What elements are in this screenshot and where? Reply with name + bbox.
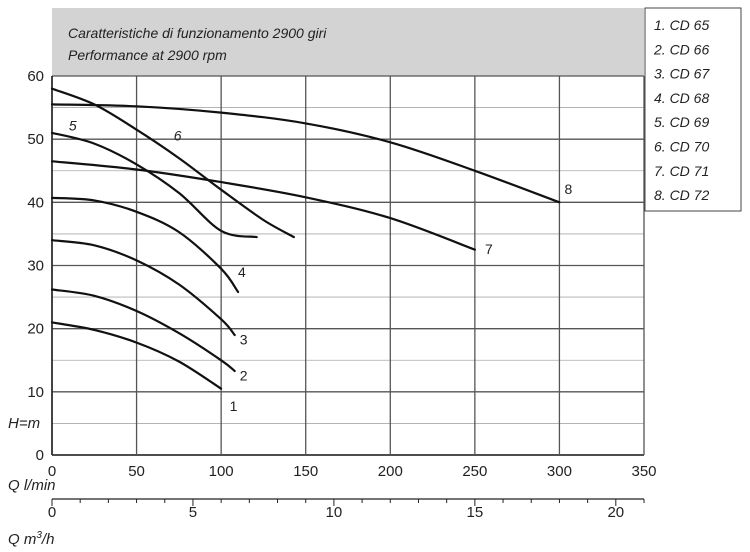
pump-curves [50, 87, 561, 390]
x-tick-label: 50 [128, 463, 145, 480]
curve-label-3: 3 [240, 331, 248, 347]
curve-cd-7 [50, 160, 476, 251]
x2-tick-label: 15 [467, 504, 484, 521]
chart-title: Caratteristiche di funzionamento 2900 gi… [68, 25, 327, 41]
x-tick-label: 0 [48, 463, 56, 480]
legend-entry: 2. CD 66 [653, 41, 709, 57]
vertical-gridlines [51, 76, 645, 455]
legend-entry: 3. CD 67 [654, 66, 710, 82]
x-tick-label: 350 [631, 463, 656, 480]
secondary-x-axis: 0 5 10 15 20 [48, 498, 645, 521]
legend-entry: 1. CD 65 [654, 17, 709, 33]
curve-label-7: 7 [485, 241, 493, 257]
y-tick-label: 30 [27, 258, 44, 275]
legend-entry: 6. CD 70 [654, 139, 709, 155]
curve-cd-6 [50, 87, 295, 239]
y-tick-label: 10 [27, 384, 44, 401]
x-tick-label: 300 [547, 463, 572, 480]
x2-tick-label: 0 [48, 504, 56, 521]
x2-axis-title: Q m3/h [8, 530, 54, 548]
y-tick-label: 20 [27, 321, 44, 338]
y-axis-title: H=m [8, 415, 40, 432]
curve-labels: 12 3 4 5 6 7 8 [69, 117, 573, 413]
curve-cd-8 [50, 103, 561, 204]
x-tick-label: 100 [209, 463, 234, 480]
curve-label-2: 2 [240, 367, 248, 383]
curve-label-6: 6 [174, 127, 182, 143]
y-tick-label: 50 [27, 131, 44, 148]
y-tick-label: 40 [27, 194, 44, 211]
x2-tick-label: 5 [189, 504, 197, 521]
x-tick-label: 150 [293, 463, 318, 480]
curve-cd-1 [50, 321, 223, 390]
legend-box [644, 7, 742, 212]
x2-tick-label: 10 [326, 504, 343, 521]
title-banner [52, 8, 644, 76]
curve-cd-4 [50, 196, 240, 294]
y-tick-label: 0 [36, 447, 44, 464]
x-tick-labels: 0 50 100 150 200 250 300 350 [48, 463, 657, 480]
x-tick-label: 250 [462, 463, 487, 480]
x-axis-title: Q l/min [8, 477, 56, 494]
legend: 1. CD 65 2. CD 66 3. CD 67 4. CD 68 5. CD 69… [653, 17, 710, 203]
curve-label-8: 8 [565, 181, 573, 197]
curve-label-5: 5 [69, 117, 77, 133]
legend-entry: 7. CD 71 [654, 163, 709, 179]
chart-subtitle: Performance at 2900 rpm [68, 47, 227, 63]
curve-cd-3 [50, 239, 236, 337]
curve-cd-2 [50, 288, 236, 373]
y-tick-labels: 0 10 20 30 40 50 60 [27, 68, 44, 464]
legend-entry: 5. CD 69 [654, 114, 709, 130]
curve-label-4: 4 [238, 264, 246, 280]
x-tick-label: 200 [378, 463, 403, 480]
x2-tick-label: 20 [607, 504, 624, 521]
legend-entry: 8. CD 72 [654, 187, 709, 203]
legend-entry: 4. CD 68 [654, 90, 709, 106]
curve-cd-5 [50, 131, 258, 239]
y-tick-label: 60 [27, 68, 44, 85]
curve-label-1: 1 [230, 398, 238, 414]
